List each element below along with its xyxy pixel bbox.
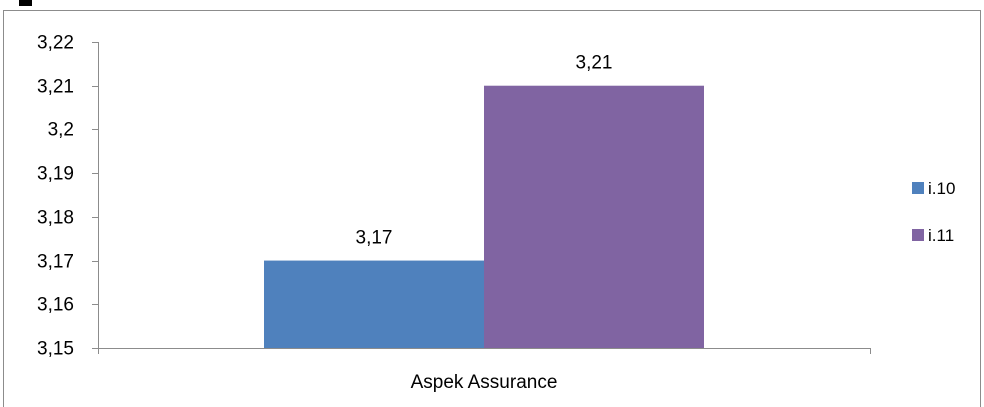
legend-swatch [912, 182, 924, 194]
y-tick-label: 3,2 [48, 120, 74, 141]
legend-label: i.11 [928, 226, 954, 245]
bar-i-10 [264, 260, 484, 348]
data-label: 3,17 [356, 228, 393, 249]
data-label: 3,21 [576, 53, 613, 74]
y-tick-label: 3,17 [37, 252, 74, 273]
y-tick-label: 3,21 [37, 77, 74, 98]
legend: i.10 i.11 [912, 179, 955, 245]
y-tick-label: 3,18 [37, 208, 74, 229]
y-tick-label: 3,15 [37, 339, 74, 360]
chart-border [3, 10, 981, 407]
y-tick-label: 3,22 [37, 33, 74, 54]
x-tick-label: Aspek Assurance [411, 372, 558, 393]
y-tick-label: 3,19 [37, 164, 74, 185]
legend-label: i.10 [928, 179, 955, 198]
y-tick-label: 3,16 [37, 295, 74, 316]
bar-i-11 [484, 85, 704, 348]
legend-swatch [912, 229, 924, 241]
title-fragment [19, 0, 32, 6]
plot-area: 3,22 3,21 3,2 3,19 3,18 3,17 3,16 3,15 3,17 3,21 A… [37, 33, 871, 393]
